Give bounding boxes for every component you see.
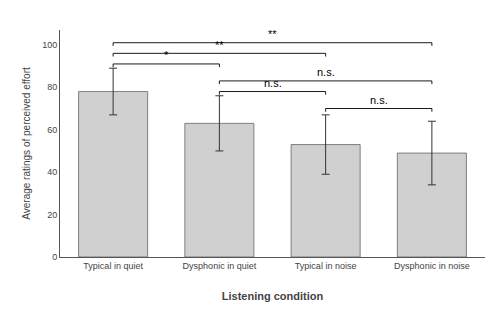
svg-text:100: 100 bbox=[42, 40, 57, 50]
svg-text:Dysphonic in quiet: Dysphonic in quiet bbox=[183, 261, 257, 271]
svg-text:0: 0 bbox=[52, 252, 57, 262]
svg-text:Average ratings of perceived e: Average ratings of perceived effort bbox=[21, 67, 32, 220]
svg-text:n.s.: n.s. bbox=[264, 77, 282, 89]
svg-text:60: 60 bbox=[47, 125, 57, 135]
svg-text:Dysphonic in noise: Dysphonic in noise bbox=[394, 261, 470, 271]
svg-text:n.s.: n.s. bbox=[317, 66, 335, 78]
svg-text:Listening condition: Listening condition bbox=[222, 290, 324, 302]
svg-text:**: ** bbox=[268, 28, 277, 40]
svg-text:Typical in quiet: Typical in quiet bbox=[83, 261, 143, 271]
svg-text:40: 40 bbox=[47, 167, 57, 177]
svg-text:20: 20 bbox=[47, 210, 57, 220]
svg-text:Typical in noise: Typical in noise bbox=[295, 261, 357, 271]
svg-text:n.s.: n.s. bbox=[370, 94, 388, 106]
svg-text:**: ** bbox=[215, 39, 224, 51]
svg-text:*: * bbox=[164, 49, 169, 61]
svg-text:80: 80 bbox=[47, 82, 57, 92]
